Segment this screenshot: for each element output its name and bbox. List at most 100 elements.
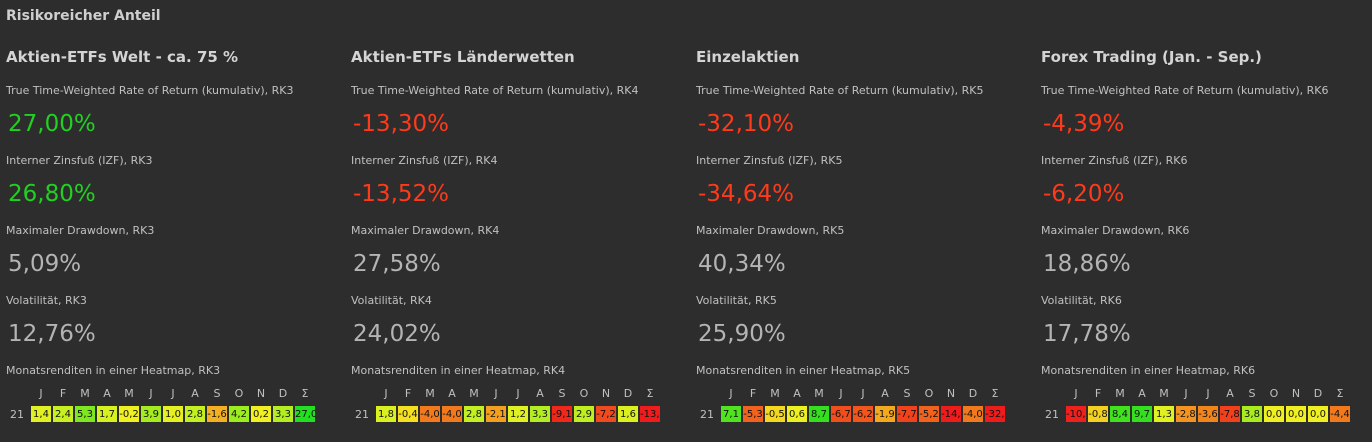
heatmap-cell: 3,8	[1241, 405, 1263, 423]
izf-value: -6,20%	[1043, 181, 1125, 207]
heatmap-cell: 8,7	[808, 405, 830, 423]
heatmap-month-label: S	[1248, 387, 1256, 400]
heatmap-month-label: S	[213, 387, 221, 400]
drawdown-value: 27,58%	[353, 251, 441, 277]
heatmap-month-label: D	[968, 387, 978, 400]
heatmap-cell: 2,4	[52, 405, 74, 423]
heatmap-month-label: N	[256, 387, 266, 400]
heatmap-month-label: J	[384, 387, 388, 400]
heatmap-cell: -0,5	[764, 405, 786, 423]
heatmap-cell: -7,7	[896, 405, 918, 423]
drawdown-label: Maximaler Drawdown, RK4	[351, 224, 500, 237]
drawdown-label: Maximaler Drawdown, RK5	[696, 224, 845, 237]
heatmap-month-label: M	[124, 387, 134, 400]
heatmap-cell: -2,1	[485, 405, 507, 423]
heatmap-month-label: O	[1269, 387, 1279, 400]
volatility-label: Volatilität, RK4	[351, 294, 432, 307]
twr-value: -13,30%	[353, 111, 449, 137]
volatility-value: 25,90%	[698, 321, 786, 347]
heatmap-month-label: J	[1184, 387, 1188, 400]
volatility-value: 17,78%	[1043, 321, 1131, 347]
section-title: Risikoreicher Anteil	[6, 8, 161, 24]
heatmap-row: 21 1,8 -0,4 -4,0 -4,0 2,8 -2,1 1,2 3,3 -9,1 2,9 -7…	[351, 405, 661, 423]
heatmap-year: 21	[10, 407, 24, 421]
heatmap-cell: -4,4	[1329, 405, 1351, 423]
heatmap-month-label: J	[839, 387, 843, 400]
heatmap-month-label: N	[601, 387, 611, 400]
heatmap-cell: -0,8	[1087, 405, 1109, 423]
heatmap-cell: 0,6	[786, 405, 808, 423]
drawdown-label: Maximaler Drawdown, RK3	[6, 224, 155, 237]
heatmap-label: Monatsrenditen in einer Heatmap, RK4	[351, 364, 566, 377]
heatmap-month-label: F	[749, 387, 757, 400]
twr-label: True Time-Weighted Rate of Return (kumul…	[1041, 84, 1329, 97]
heatmap-cell: 5,3	[74, 405, 96, 423]
heatmap-cell: -6,7	[830, 405, 852, 423]
twr-value: -4,39%	[1043, 111, 1125, 137]
heatmap-cell: 3,9	[140, 405, 162, 423]
heatmap-month-label: Σ	[301, 387, 309, 400]
heatmap-year: 21	[1045, 407, 1059, 421]
heatmap-month-label: A	[1226, 387, 1234, 400]
volatility-value: 24,02%	[353, 321, 441, 347]
heatmap-month-label: O	[579, 387, 589, 400]
heatmap-cell: -3,6	[1197, 405, 1219, 423]
heatmap-label: Monatsrenditen in einer Heatmap, RK6	[1041, 364, 1256, 377]
heatmap-cell: -14,7	[940, 405, 962, 423]
volatility-label: Volatilität, RK6	[1041, 294, 1122, 307]
heatmap-month-label: J	[1074, 387, 1078, 400]
column-title: Forex Trading (Jan. - Sep.)	[1041, 48, 1262, 66]
heatmap-month-label: N	[1291, 387, 1301, 400]
heatmap-month-label: Σ	[1336, 387, 1344, 400]
heatmap-row: 21 -10,8-0,88,49,71,3-2,8-3,6-7,83,80,00…	[1041, 405, 1351, 423]
heatmap-cell: -4,0	[419, 405, 441, 423]
column-title: Einzelaktien	[696, 48, 800, 66]
heatmap-label: Monatsrenditen in einer Heatmap, RK3	[6, 364, 221, 377]
heatmap-month-label: J	[171, 387, 175, 400]
heatmap-month-label: M	[770, 387, 780, 400]
metric-column: Aktien-ETFs Welt - ca. 75 % True Time-We…	[6, 0, 351, 442]
heatmap-month-label: A	[881, 387, 889, 400]
heatmap-cell: 1,4	[30, 405, 52, 423]
heatmap-cell: 1,8	[375, 405, 397, 423]
izf-label: Interner Zinsfuß (IZF), RK5	[696, 154, 843, 167]
heatmap-month-label: S	[903, 387, 911, 400]
heatmap-row: 21 7,1 -5,3 -0,5 0,6 8,7 -6,7 -6,2 -1,9 -7,7 -5,2…	[696, 405, 1006, 423]
heatmap-cell: -7,8	[1219, 405, 1241, 423]
heatmap-month-label: M	[814, 387, 824, 400]
izf-label: Interner Zinsfuß (IZF), RK4	[351, 154, 498, 167]
heatmap-month-label: J	[149, 387, 153, 400]
izf-value: -13,52%	[353, 181, 449, 207]
heatmap-month-label: J	[861, 387, 865, 400]
heatmap-month-label: F	[59, 387, 67, 400]
heatmap-month-label: J	[1206, 387, 1210, 400]
heatmap-cell: -4,0	[441, 405, 463, 423]
heatmap-cell: 2,8	[463, 405, 485, 423]
heatmap-month-label: O	[234, 387, 244, 400]
heatmap-cell: -5,3	[742, 405, 764, 423]
heatmap-month-label: M	[80, 387, 90, 400]
heatmap-cell: 1,3	[1153, 405, 1175, 423]
heatmap-cell: -13,3	[639, 405, 661, 423]
drawdown-label: Maximaler Drawdown, RK6	[1041, 224, 1190, 237]
twr-label: True Time-Weighted Rate of Return (kumul…	[6, 84, 294, 97]
heatmap-year: 21	[700, 407, 714, 421]
heatmap-cell: 0,2	[250, 405, 272, 423]
izf-value: 26,80%	[8, 181, 96, 207]
heatmap-cell: -7,2	[595, 405, 617, 423]
heatmap-month-label: O	[924, 387, 934, 400]
heatmap-cell: 3,3	[272, 405, 294, 423]
twr-label: True Time-Weighted Rate of Return (kumul…	[351, 84, 639, 97]
heatmap-cell: -32,1	[984, 405, 1006, 423]
drawdown-value: 40,34%	[698, 251, 786, 277]
izf-label: Interner Zinsfuß (IZF), RK3	[6, 154, 153, 167]
heatmap-cell: 7,1	[720, 405, 742, 423]
heatmap-label: Monatsrenditen in einer Heatmap, RK5	[696, 364, 911, 377]
heatmap-cell: -0,4	[397, 405, 419, 423]
heatmap-row: 21 1,4 2,4 5,3 1,7 -0,2 3,9 1,0 2,8 -1,6 4,2 0,2 3,…	[6, 405, 316, 423]
heatmap-month-label: A	[103, 387, 111, 400]
heatmap-cell: 1,6	[617, 405, 639, 423]
heatmap-month-label: Σ	[646, 387, 654, 400]
